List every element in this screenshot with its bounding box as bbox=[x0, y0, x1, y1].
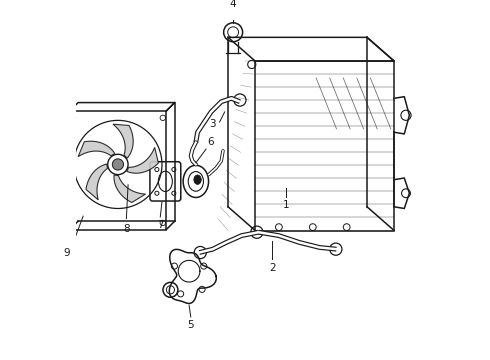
Circle shape bbox=[172, 167, 176, 172]
Polygon shape bbox=[127, 147, 158, 173]
Text: 3: 3 bbox=[210, 119, 216, 129]
Circle shape bbox=[172, 191, 176, 195]
Text: 1: 1 bbox=[282, 200, 289, 210]
Text: 8: 8 bbox=[123, 224, 130, 234]
Circle shape bbox=[201, 263, 207, 269]
Circle shape bbox=[108, 154, 128, 175]
Ellipse shape bbox=[194, 175, 201, 184]
Text: 2: 2 bbox=[269, 263, 275, 273]
Text: 7: 7 bbox=[157, 220, 164, 230]
Circle shape bbox=[70, 115, 76, 121]
Text: 6: 6 bbox=[208, 138, 214, 148]
Circle shape bbox=[112, 159, 123, 170]
Circle shape bbox=[160, 220, 166, 226]
Circle shape bbox=[155, 191, 159, 195]
Circle shape bbox=[177, 291, 184, 297]
Circle shape bbox=[199, 286, 205, 292]
Polygon shape bbox=[114, 175, 146, 203]
Circle shape bbox=[70, 220, 76, 226]
Text: 9: 9 bbox=[63, 248, 70, 258]
Text: 4: 4 bbox=[230, 0, 237, 9]
Polygon shape bbox=[113, 124, 133, 158]
Polygon shape bbox=[86, 164, 107, 200]
Circle shape bbox=[155, 167, 159, 172]
Circle shape bbox=[160, 115, 166, 121]
Circle shape bbox=[172, 263, 177, 269]
Polygon shape bbox=[78, 141, 115, 157]
Circle shape bbox=[163, 282, 178, 297]
Ellipse shape bbox=[183, 165, 209, 198]
Text: 5: 5 bbox=[188, 320, 194, 330]
